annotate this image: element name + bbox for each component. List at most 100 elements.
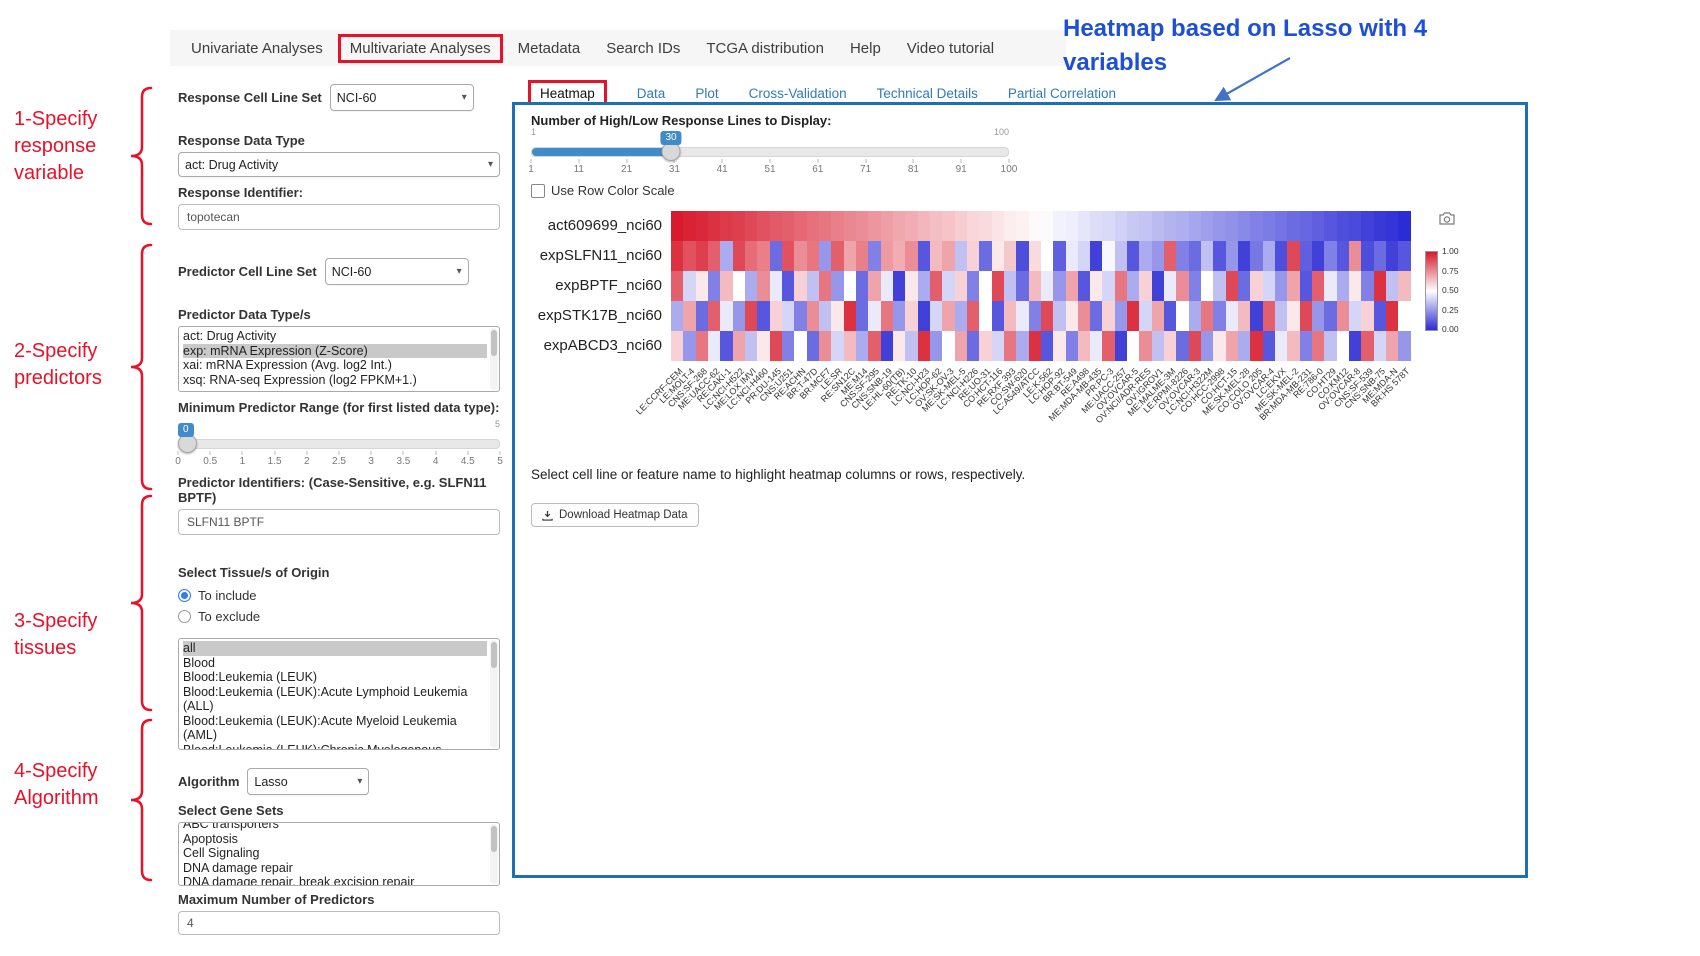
heatmap-cell[interactable] bbox=[1151, 331, 1165, 361]
heatmap-cell[interactable] bbox=[671, 241, 684, 271]
tissue-include-radio[interactable] bbox=[178, 589, 191, 602]
heatmap-cell[interactable] bbox=[1361, 331, 1374, 361]
heatmap-cell[interactable] bbox=[966, 211, 980, 241]
heatmap-cell[interactable] bbox=[1238, 211, 1251, 241]
heatmap-cell[interactable] bbox=[1299, 331, 1313, 361]
heatmap-cell[interactable] bbox=[671, 301, 684, 331]
heatmap-cell[interactable] bbox=[1262, 211, 1276, 241]
heatmap-cell[interactable] bbox=[707, 301, 721, 331]
heatmap-cell[interactable] bbox=[1262, 271, 1276, 301]
heatmap-cell[interactable] bbox=[1040, 241, 1054, 271]
option-blood-leukemia-leuk-chronic-myelogenous-leukemia-cml[interactable]: Blood:Leukemia (LEUK):Chronic Myelogenou… bbox=[183, 742, 442, 750]
heatmap-cell[interactable] bbox=[868, 301, 881, 331]
heatmap-cell[interactable] bbox=[966, 271, 980, 301]
option-act-drug-activity[interactable]: act: Drug Activity bbox=[183, 329, 277, 343]
heatmap-cell[interactable] bbox=[1077, 241, 1091, 271]
heatmap-cell[interactable] bbox=[732, 331, 745, 361]
heatmap-cell[interactable] bbox=[1077, 331, 1091, 361]
heatmap-cell[interactable] bbox=[757, 241, 770, 271]
heatmap-cell[interactable] bbox=[806, 331, 819, 361]
heatmap-cell[interactable] bbox=[917, 271, 930, 301]
heatmap-cell[interactable] bbox=[1090, 211, 1103, 241]
heatmap-cell[interactable] bbox=[1225, 211, 1239, 241]
heatmap-cell[interactable] bbox=[905, 211, 918, 241]
heatmap-cell[interactable] bbox=[1127, 301, 1140, 331]
heatmap-cell[interactable] bbox=[1188, 241, 1202, 271]
heatmap-cell[interactable] bbox=[1164, 331, 1177, 361]
heatmap-cell[interactable] bbox=[991, 241, 1004, 271]
heatmap-cell[interactable] bbox=[732, 241, 745, 271]
heatmap-cell[interactable] bbox=[1299, 211, 1313, 241]
tab-plot[interactable]: Plot bbox=[695, 86, 719, 101]
heatmap-cell[interactable] bbox=[1287, 241, 1300, 271]
heatmap-cell[interactable] bbox=[732, 301, 745, 331]
heatmap-cell[interactable] bbox=[818, 301, 832, 331]
heatmap-cell[interactable] bbox=[757, 271, 770, 301]
heatmap-cell[interactable] bbox=[707, 211, 721, 241]
heatmap-cell[interactable] bbox=[1324, 241, 1337, 271]
heatmap-cell[interactable] bbox=[1398, 331, 1411, 361]
heatmap-cell[interactable] bbox=[818, 211, 832, 241]
heatmap-cell[interactable] bbox=[1238, 271, 1251, 301]
heatmap-cell[interactable] bbox=[942, 301, 955, 331]
heatmap-cell[interactable] bbox=[1262, 331, 1276, 361]
heatmap-cell[interactable] bbox=[683, 241, 696, 271]
heatmap-cell[interactable] bbox=[1225, 301, 1239, 331]
heatmap-cell[interactable] bbox=[806, 271, 819, 301]
heatmap-cell[interactable] bbox=[720, 271, 733, 301]
heatmap-cell[interactable] bbox=[683, 301, 696, 331]
tab-technical-details[interactable]: Technical Details bbox=[876, 86, 978, 101]
option-apoptosis[interactable]: Apoptosis bbox=[183, 831, 238, 846]
heatmap-cell[interactable] bbox=[1016, 331, 1029, 361]
heatmap-cell[interactable] bbox=[1398, 271, 1411, 301]
heatmap-cell[interactable] bbox=[1065, 301, 1078, 331]
heatmap-cell[interactable] bbox=[1262, 241, 1276, 271]
heatmap-cell[interactable] bbox=[1028, 271, 1041, 301]
predictor-identifiers-input[interactable] bbox=[178, 509, 500, 535]
response-identifier-input[interactable] bbox=[178, 204, 500, 230]
heatmap-cell[interactable] bbox=[868, 211, 881, 241]
heatmap-cell[interactable] bbox=[868, 331, 881, 361]
heatmap-cell[interactable] bbox=[794, 211, 807, 241]
heatmap-cell[interactable] bbox=[1361, 301, 1374, 331]
heatmap-cell[interactable] bbox=[1201, 301, 1214, 331]
heatmap-cell[interactable] bbox=[1312, 301, 1325, 331]
heatmap-cell[interactable] bbox=[1213, 301, 1226, 331]
heatmap-cell[interactable] bbox=[781, 331, 795, 361]
heatmap-cell[interactable] bbox=[1386, 301, 1399, 331]
heatmap-cell[interactable] bbox=[744, 301, 758, 331]
heatmap-cell[interactable] bbox=[880, 241, 893, 271]
scrollbar[interactable] bbox=[490, 640, 498, 748]
heatmap-cell[interactable] bbox=[1114, 331, 1128, 361]
heatmap-cell[interactable] bbox=[1139, 301, 1152, 331]
heatmap-cell[interactable] bbox=[905, 331, 918, 361]
option-blood[interactable]: Blood bbox=[183, 655, 215, 670]
heatmap-cell[interactable] bbox=[1188, 211, 1202, 241]
heatmap-cell[interactable] bbox=[1176, 301, 1189, 331]
heatmap-cell[interactable] bbox=[1176, 241, 1189, 271]
heatmap-cell[interactable] bbox=[1065, 241, 1078, 271]
heatmap-cell[interactable] bbox=[1139, 331, 1152, 361]
predictor-data-types-list[interactable]: act: Drug Activity exp: mRNA Expression (… bbox=[178, 326, 500, 392]
heatmap-cell[interactable] bbox=[905, 241, 918, 271]
heatmap-cell[interactable] bbox=[1349, 271, 1362, 301]
heatmap-cell[interactable] bbox=[1040, 301, 1054, 331]
heatmap-cell[interactable] bbox=[1176, 211, 1189, 241]
heatmap-cell[interactable] bbox=[1016, 301, 1029, 331]
heatmap-cell[interactable] bbox=[1373, 331, 1387, 361]
heatmap-cell[interactable] bbox=[769, 271, 782, 301]
heatmap-cell[interactable] bbox=[1053, 301, 1066, 331]
heatmap-cell[interactable] bbox=[1164, 241, 1177, 271]
heatmap-cell[interactable] bbox=[1275, 241, 1288, 271]
tab-partial-correlation[interactable]: Partial Correlation bbox=[1007, 86, 1116, 101]
heatmap-cell[interactable] bbox=[1201, 241, 1214, 271]
option-blood-leukemia-leuk-acute-lymphoid-leukemia-all[interactable]: Blood:Leukemia (LEUK):Acute Lymphoid Leu… bbox=[183, 684, 468, 714]
heatmap-cell[interactable] bbox=[1201, 331, 1214, 361]
option-all[interactable]: all bbox=[183, 641, 487, 656]
heatmap-cell[interactable] bbox=[1102, 331, 1115, 361]
heatmap-cell[interactable] bbox=[1349, 211, 1362, 241]
heatmap-cell[interactable] bbox=[1312, 211, 1325, 241]
heatmap-cell[interactable] bbox=[1176, 331, 1189, 361]
heatmap-cell[interactable] bbox=[683, 271, 696, 301]
heatmap-cell[interactable] bbox=[1336, 241, 1350, 271]
